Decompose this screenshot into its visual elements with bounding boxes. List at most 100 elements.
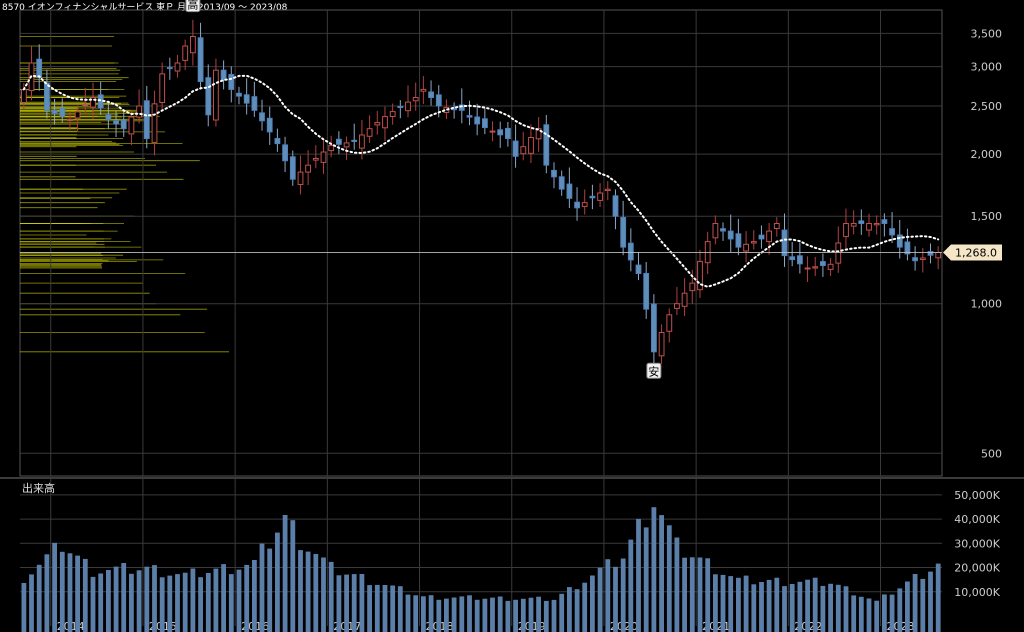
candle-body [520,146,527,155]
volume-bar [536,596,541,632]
current-price-tag [943,244,1002,261]
volume-bar [651,507,657,632]
candle-body [858,220,865,224]
volume-bar [21,583,27,632]
volume-bar [198,577,203,632]
volume-bar [136,570,142,632]
y-tick-label: 3,000 [971,61,1003,74]
candle-body [113,120,119,125]
candle-body [528,137,534,154]
volume-bar [444,598,449,632]
candle-body [750,241,757,244]
candle-body [681,292,688,307]
volume-bar [497,596,503,632]
candle-body [551,169,557,178]
candle-body [674,303,680,309]
volume-bar [490,597,495,632]
volume-bar [912,574,918,632]
volume-bar [528,597,534,632]
volume-bar [628,539,634,632]
volume-bar [52,542,57,632]
volume-bar [705,558,711,632]
volume-bar [298,550,303,632]
volume-bar [413,595,419,632]
volume-bar [474,599,480,632]
moving-average-line [22,74,940,288]
volume-bar [935,563,941,632]
volume-bar [574,589,580,632]
candle-body [781,229,788,257]
candle-body [804,267,811,270]
candle-body [466,115,473,118]
candle-body [889,228,896,236]
candle-body [697,260,703,291]
volume-bar [275,532,280,632]
candle-body [289,156,296,180]
current-price-label: 1,268.0 [955,247,997,260]
volume-bar [866,598,872,632]
y-tick-label: 3,500 [971,27,1003,40]
candle-body [896,234,903,248]
volume-bar [451,597,457,632]
candle-body [82,104,89,106]
volume-bar [175,574,180,632]
candle-body [174,62,181,72]
candle-body [336,138,342,145]
candle-body [620,217,627,248]
volume-bar [428,595,434,632]
candle-body [574,201,581,209]
volume-bar [367,585,372,632]
candle-body [712,223,719,239]
candle-body [297,171,304,186]
volume-bar [551,599,557,632]
volume-bar [520,598,526,632]
volume-bar [697,557,703,632]
volume-bar [513,599,518,632]
volume-bar [482,598,488,632]
candle-body [343,142,350,148]
candle-body [328,145,335,152]
volume-bar [106,570,111,632]
candle-body [935,252,942,259]
volume-bar [67,553,73,632]
volume-bar [636,518,641,632]
volume-bar [167,575,173,632]
candle-body [458,104,465,111]
candle-body [904,241,911,255]
candle-body [251,96,258,111]
volume-bar [689,557,695,632]
candle-body [274,138,281,145]
volume-bar [828,583,833,632]
volume-bar [144,566,150,632]
candle-body [136,105,142,118]
volume-bar [590,575,595,632]
volume-bar [382,585,388,632]
volume-tick-label: 10,000K [954,586,1000,599]
candle-body [612,195,619,217]
candle-body [627,242,634,261]
volume-bar [643,527,649,632]
volume-bar [236,569,242,632]
candle-body [21,88,27,104]
volume-bar [666,525,672,632]
candle-body [651,303,657,353]
candle-body [374,122,381,126]
candle-body [597,192,604,201]
volume-bar [336,575,342,632]
candle-body [259,112,265,122]
volume-bar [882,594,887,632]
volume-tick-label: 20,000K [954,562,1000,575]
volume-bar [305,551,311,632]
volume-bar [559,593,565,632]
volume-bar [597,567,603,632]
volume-tick-label: 30,000K [954,537,1000,550]
candle-body [51,109,58,114]
volume-bar [543,600,549,632]
volume-bar [613,566,618,632]
candle-body [820,261,826,267]
candle-body [59,107,66,117]
candle-body [151,103,158,143]
candle-body [497,129,504,136]
volume-bar [259,543,265,632]
